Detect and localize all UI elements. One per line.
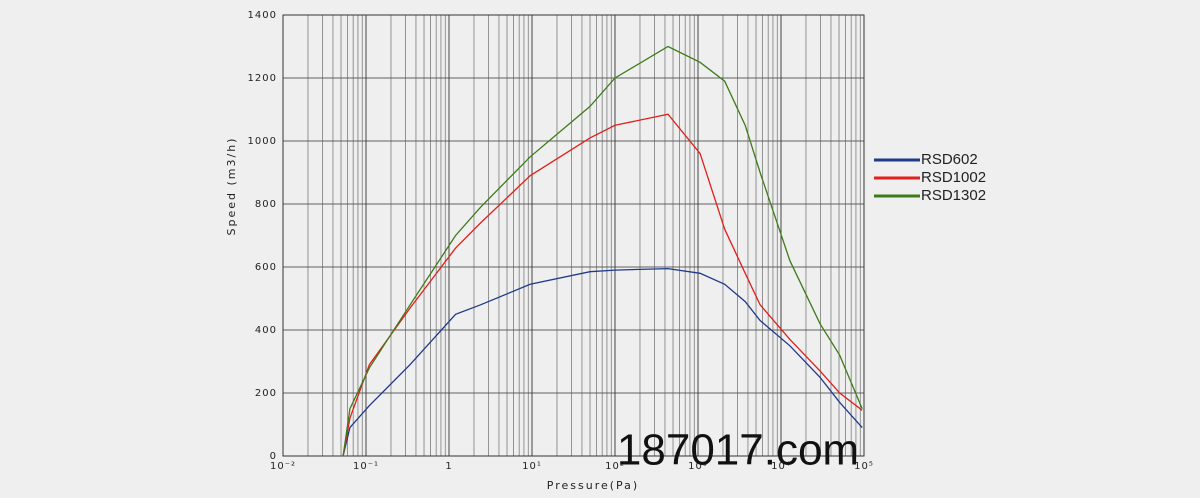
y-tick-label: 0 (270, 451, 277, 462)
plot-frame (282, 14, 865, 457)
watermark: 187017.com (617, 426, 859, 475)
x-tick-label: 10² (605, 461, 625, 472)
x-tick-label: 10⁵ (854, 461, 874, 472)
legend-label: RSD602 (921, 151, 978, 168)
y-tick-label: 1000 (248, 136, 277, 147)
y-tick-label: 600 (255, 262, 277, 273)
x-axis-label: Pressure(Pa) (547, 479, 639, 492)
x-tick-label: 10⁻¹ (353, 461, 379, 472)
x-tick-label: 10⁻² (270, 461, 296, 472)
y-tick-label: 200 (255, 388, 277, 399)
legend-label: RSD1302 (921, 187, 986, 204)
series-line (342, 267, 863, 457)
legend-label: RSD1002 (921, 169, 986, 186)
y-tick-label: 400 (255, 325, 277, 336)
y-tick-label: 1200 (248, 73, 277, 84)
y-tick-label: 800 (255, 199, 277, 210)
x-tick-label: 1 (445, 461, 452, 472)
series-line (342, 113, 863, 457)
x-tick-label: 10⁴ (771, 461, 791, 472)
x-tick-label: 10³ (688, 461, 708, 472)
x-tick-label: 10¹ (522, 461, 542, 472)
series-line (342, 45, 863, 457)
y-tick-label: 1400 (248, 10, 277, 21)
y-axis-label: Speed (m3/h) (225, 137, 238, 236)
